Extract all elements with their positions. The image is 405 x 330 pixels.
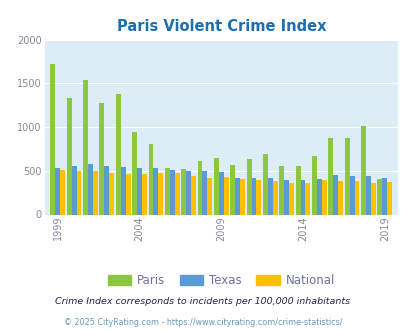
Bar <box>295 166 300 214</box>
Bar <box>328 138 333 214</box>
Bar <box>60 170 65 215</box>
Text: Crime Index corresponds to incidents per 100,000 inhabitants: Crime Index corresponds to incidents per… <box>55 297 350 307</box>
Bar <box>354 181 358 214</box>
Bar <box>349 176 354 214</box>
Bar <box>93 171 98 214</box>
Bar <box>109 173 114 214</box>
Text: © 2025 CityRating.com - https://www.cityrating.com/crime-statistics/: © 2025 CityRating.com - https://www.city… <box>64 318 341 327</box>
Bar <box>234 178 239 214</box>
Bar <box>239 179 244 214</box>
Bar <box>360 126 365 214</box>
Bar <box>316 179 321 214</box>
Bar <box>305 182 310 214</box>
Bar <box>88 164 93 214</box>
Bar <box>190 176 196 214</box>
Bar <box>311 156 316 214</box>
Bar <box>71 166 77 214</box>
Bar <box>77 171 81 214</box>
Bar <box>370 182 375 214</box>
Bar <box>66 98 71 214</box>
Bar <box>202 171 207 214</box>
Bar <box>115 94 120 214</box>
Bar <box>148 144 153 214</box>
Bar <box>181 169 185 214</box>
Bar <box>137 168 142 215</box>
Bar <box>132 132 137 214</box>
Bar <box>382 178 386 214</box>
Bar <box>321 181 326 214</box>
Bar <box>218 172 223 214</box>
Bar <box>153 168 158 214</box>
Bar <box>207 178 212 214</box>
Bar <box>164 168 169 214</box>
Bar <box>386 182 391 214</box>
Bar <box>174 173 179 214</box>
Bar <box>185 171 190 214</box>
Bar <box>142 174 147 214</box>
Bar <box>272 181 277 214</box>
Bar <box>169 170 174 214</box>
Bar <box>213 158 218 214</box>
Bar <box>337 181 342 214</box>
Bar <box>251 178 256 214</box>
Bar <box>300 180 305 214</box>
Bar <box>83 80 88 214</box>
Bar <box>279 166 284 214</box>
Bar <box>377 179 382 214</box>
Title: Paris Violent Crime Index: Paris Violent Crime Index <box>116 19 325 34</box>
Bar <box>262 154 267 214</box>
Bar <box>344 138 349 214</box>
Bar <box>104 166 109 214</box>
Bar <box>267 178 272 214</box>
Bar <box>333 175 337 214</box>
Bar <box>125 174 130 214</box>
Bar <box>230 165 234 214</box>
Bar <box>365 176 370 214</box>
Bar <box>288 182 293 214</box>
Bar <box>256 180 261 214</box>
Bar <box>55 168 60 215</box>
Bar <box>197 161 202 214</box>
Bar <box>158 173 163 214</box>
Bar <box>284 180 288 214</box>
Legend: Paris, Texas, National: Paris, Texas, National <box>103 269 339 292</box>
Bar <box>99 103 104 214</box>
Bar <box>246 158 251 215</box>
Bar <box>120 167 125 214</box>
Bar <box>50 64 55 214</box>
Bar <box>223 177 228 215</box>
